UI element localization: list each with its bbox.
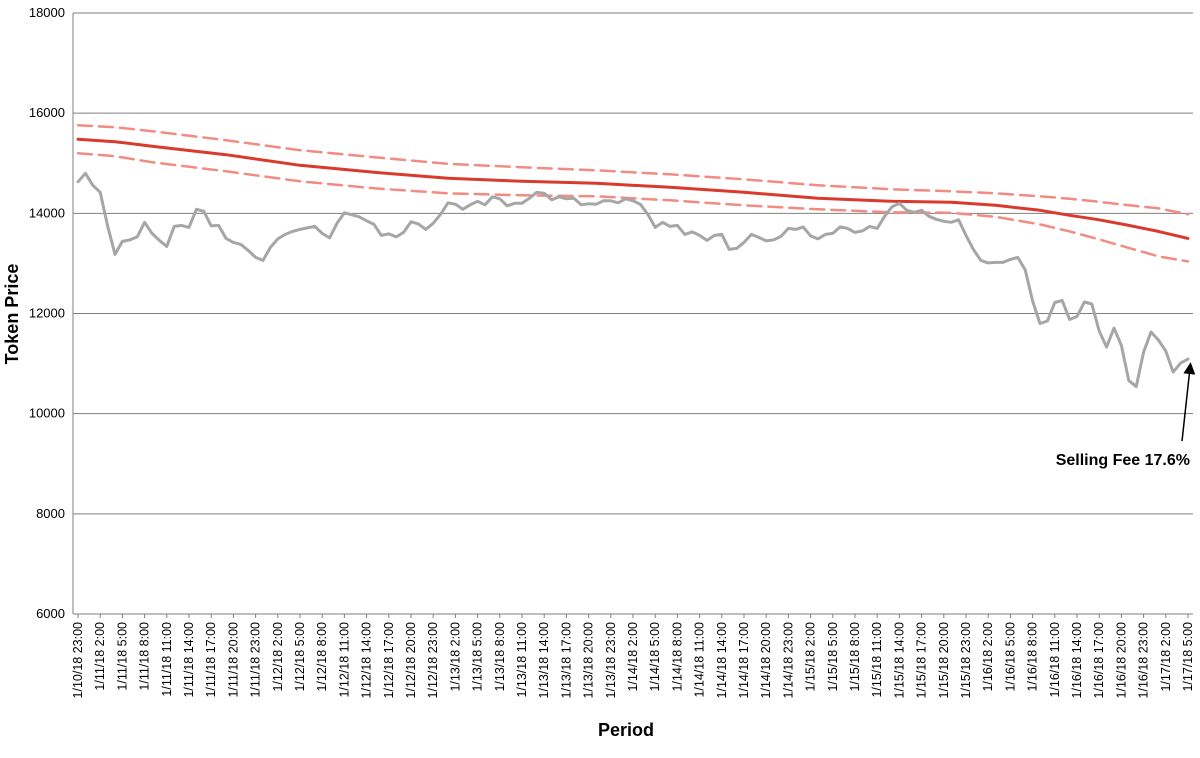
x-tick-label: 1/15/18 11:00 [870, 622, 884, 698]
x-tick-label: 1/15/18 23:00 [959, 622, 973, 699]
x-axis-ticks: 1/10/18 23:00 1/11/18 2:00 1/11/18 5:00 1/1… [71, 614, 1195, 698]
x-tick-label: 1/12/18 23:00 [426, 622, 440, 699]
x-tick-label: 1/12/18 14:00 [360, 622, 374, 699]
x-tick-label: 1/16/18 23:00 [1137, 622, 1151, 699]
x-tick-label: 1/17/18 5:00 [1181, 622, 1195, 692]
series-line-dashed-pink-lower [76, 151, 1190, 263]
y-tick-label: 14000 [29, 205, 65, 220]
x-tick-label: 1/13/18 14:00 [537, 622, 551, 699]
x-tick-label: 1/13/18 2:00 [448, 622, 462, 692]
x-tick-label: 1/14/18 23:00 [781, 622, 795, 699]
x-tick-label: 1/13/18 8:00 [493, 622, 507, 692]
x-tick-label: 1/16/18 14:00 [1070, 622, 1084, 699]
y-tick-label: 10000 [29, 406, 65, 421]
x-tick-label: 1/16/18 2:00 [981, 622, 995, 692]
x-tick-label: 1/16/18 20:00 [1114, 622, 1128, 699]
x-tick-label: 1/13/18 5:00 [471, 622, 485, 692]
series-line-dashed-pink-upper [76, 123, 1190, 216]
x-tick-label: 1/14/18 5:00 [648, 622, 662, 692]
y-tick-label: 16000 [29, 105, 65, 120]
x-tick-label: 1/15/18 20:00 [937, 622, 951, 699]
annotations: Selling Fee 17.6% [1056, 362, 1196, 469]
annotation-label: Selling Fee 17.6% [1056, 452, 1190, 469]
x-tick-label: 1/15/18 5:00 [826, 622, 840, 692]
x-tick-label: 1/12/18 20:00 [404, 622, 418, 699]
x-tick-label: 1/13/18 11:00 [515, 622, 529, 698]
x-tick-label: 1/11/18 8:00 [138, 622, 152, 691]
x-tick-label: 1/11/18 14:00 [182, 622, 196, 698]
x-tick-label: 1/15/18 2:00 [804, 622, 818, 692]
y-axis-ticks: 6000 8000 10000 12000 14000 16000 18000 [29, 5, 65, 621]
x-tick-label: 1/11/18 23:00 [249, 622, 263, 698]
x-tick-label: 1/17/18 2:00 [1159, 622, 1173, 692]
x-tick-label: 1/13/18 20:00 [582, 622, 596, 699]
gridlines [72, 12, 1193, 615]
series-line-solid-red [76, 137, 1190, 240]
x-tick-label: 1/14/18 8:00 [670, 622, 684, 692]
y-tick-label: 8000 [36, 506, 65, 521]
x-tick-label: 1/11/18 20:00 [226, 622, 240, 698]
x-tick-label: 1/16/18 17:00 [1092, 622, 1106, 699]
x-tick-label: 1/15/18 8:00 [848, 622, 862, 692]
x-tick-label: 1/12/18 17:00 [382, 622, 396, 699]
y-tick-label: 6000 [36, 606, 65, 621]
x-tick-label: 1/11/18 2:00 [93, 622, 107, 691]
x-tick-label: 1/11/18 5:00 [115, 622, 129, 691]
x-tick-label: 1/11/18 17:00 [204, 622, 218, 698]
y-tick-label: 12000 [29, 306, 65, 321]
x-tick-label: 1/13/18 17:00 [559, 622, 573, 699]
series-line-solid-gray [76, 171, 1190, 389]
x-tick-label: 1/16/18 5:00 [1003, 622, 1017, 692]
x-tick-label: 1/14/18 14:00 [715, 622, 729, 699]
x-tick-label: 1/12/18 11:00 [337, 622, 351, 698]
x-tick-label: 1/14/18 20:00 [759, 622, 773, 699]
x-tick-label: 1/14/18 11:00 [693, 622, 707, 698]
x-tick-label: 1/12/18 5:00 [293, 622, 307, 692]
x-tick-label: 1/10/18 23:00 [71, 622, 85, 699]
x-tick-label: 1/14/18 17:00 [737, 622, 751, 699]
y-axis-title: Token Price [2, 264, 22, 365]
x-tick-label: 1/16/18 11:00 [1048, 622, 1062, 698]
x-tick-label: 1/15/18 14:00 [892, 622, 906, 699]
x-axis-title: Period [598, 720, 654, 740]
annotation-arrow [1181, 362, 1196, 442]
x-tick-label: 1/14/18 2:00 [626, 622, 640, 692]
x-tick-label: 1/11/18 11:00 [160, 622, 174, 697]
series-lines [76, 123, 1190, 389]
y-tick-label: 18000 [29, 5, 65, 20]
x-tick-label: 1/13/18 23:00 [604, 622, 618, 699]
x-tick-label: 1/15/18 17:00 [915, 622, 929, 699]
x-tick-label: 1/12/18 2:00 [271, 622, 285, 692]
x-tick-label: 1/16/18 8:00 [1026, 622, 1040, 692]
x-tick-label: 1/12/18 8:00 [315, 622, 329, 692]
